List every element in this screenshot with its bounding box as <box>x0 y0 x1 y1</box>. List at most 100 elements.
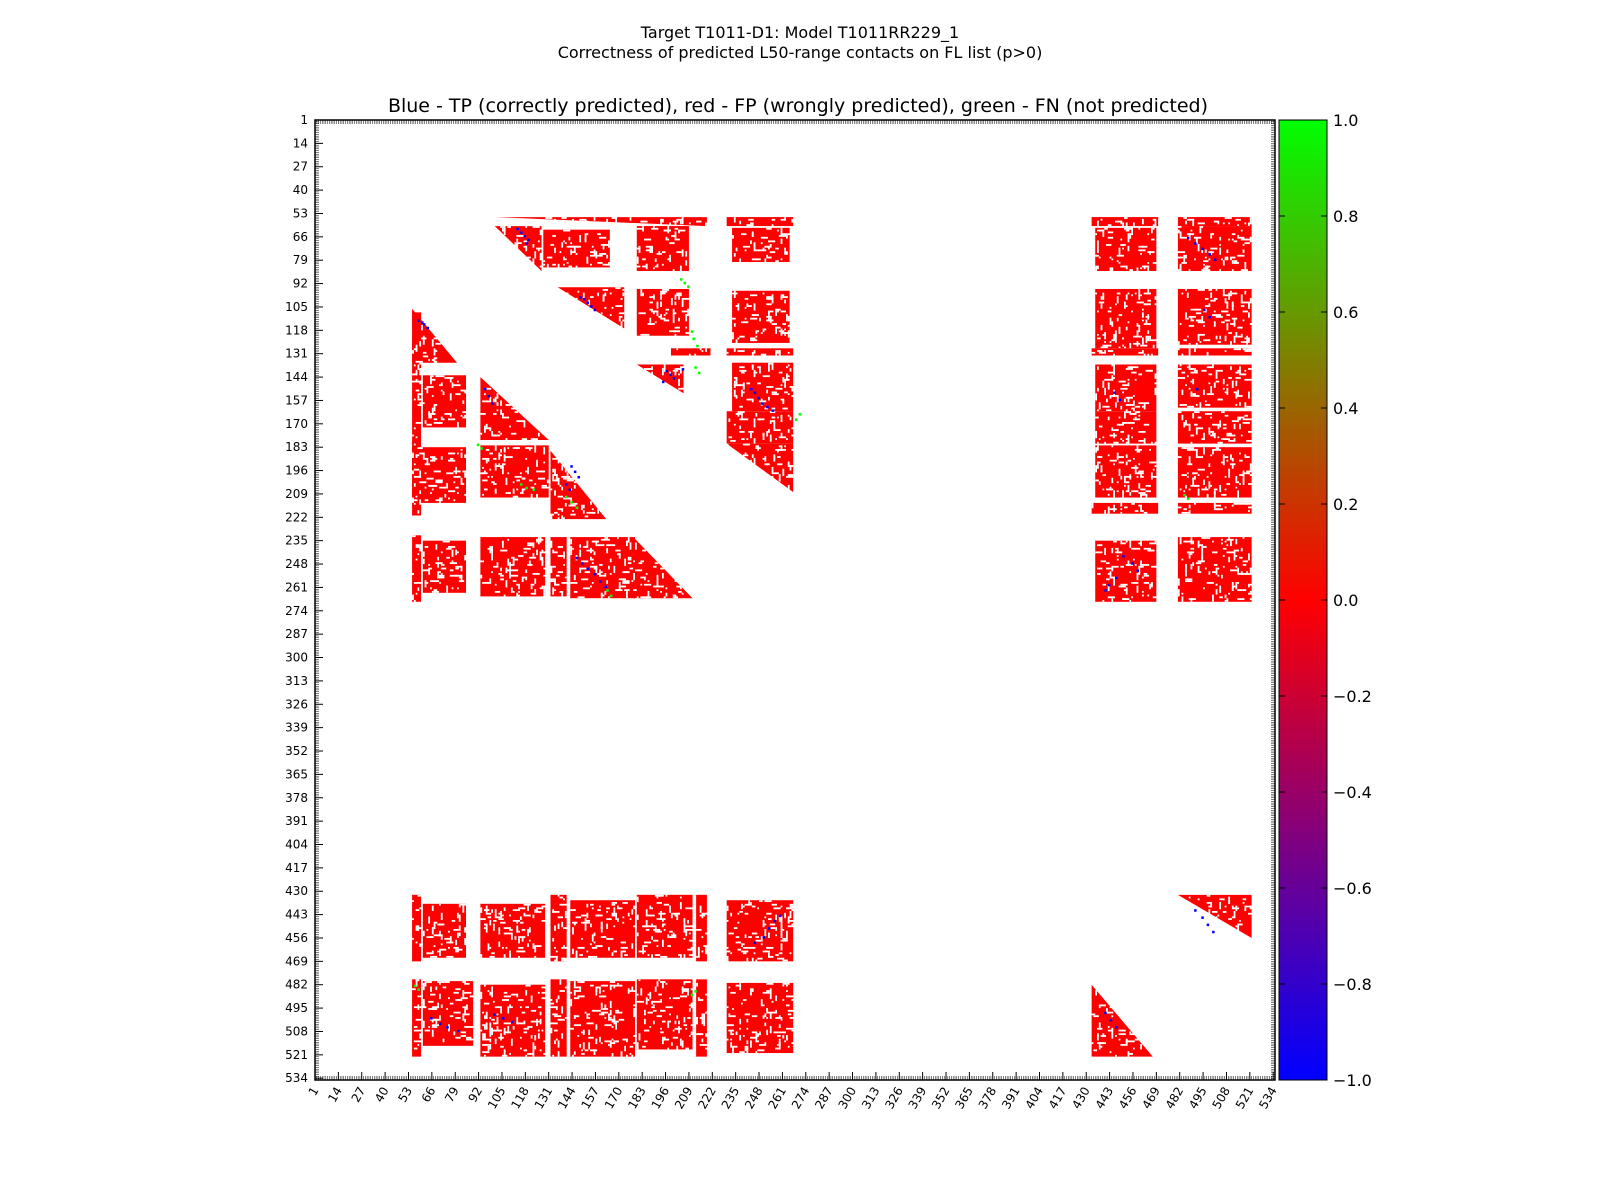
fp-gap <box>643 941 652 944</box>
fp-gap <box>732 317 736 320</box>
fp-gap <box>705 932 711 935</box>
fp-gap <box>455 567 459 570</box>
fp-gap <box>1213 448 1222 451</box>
fp-gap <box>1235 925 1238 928</box>
fp-gap <box>482 472 488 475</box>
fp-gap <box>561 582 569 584</box>
fp-gap <box>751 905 756 908</box>
fp-gap <box>1221 411 1225 414</box>
fp-gap <box>440 416 443 421</box>
fp-gap <box>777 957 785 960</box>
fp-gap <box>769 420 772 424</box>
fp-block <box>636 226 689 272</box>
fp-gap <box>532 226 540 228</box>
fp-gap <box>1201 438 1204 440</box>
fp-gap <box>1125 1040 1133 1043</box>
fp-gap <box>640 220 648 223</box>
fp-gap <box>618 585 627 588</box>
fp-gap <box>595 955 598 962</box>
fp-gap <box>1104 332 1107 340</box>
fp-gap <box>1206 351 1209 356</box>
fp-gap <box>768 1011 776 1014</box>
fp-gap <box>782 984 785 987</box>
fp-gap <box>563 240 565 243</box>
fp-gap <box>784 1040 787 1043</box>
fp-gap <box>732 332 734 340</box>
fp-gap <box>435 921 438 924</box>
fp-gap <box>674 1022 677 1025</box>
fp-gap <box>775 308 781 311</box>
fp-gap <box>1120 540 1123 543</box>
fp-gap <box>1136 267 1139 272</box>
fp-gap <box>1109 576 1117 579</box>
fp-gap <box>600 244 609 246</box>
fp-gap <box>1095 292 1098 295</box>
fp-gap <box>505 404 511 406</box>
fp-gap <box>705 945 707 953</box>
fp-gap <box>500 567 502 572</box>
fp-gap <box>789 903 794 906</box>
fp-gap <box>1188 598 1196 600</box>
fp-gap <box>510 432 517 435</box>
fp-gap <box>617 907 623 910</box>
fp-gap <box>413 483 416 487</box>
tp-contact <box>672 377 676 380</box>
fp-gap <box>595 914 600 917</box>
fp-gap <box>617 918 619 922</box>
fp-gap <box>552 1054 555 1057</box>
fp-gap <box>539 1011 542 1016</box>
fp-gap <box>730 952 733 955</box>
fp-gap <box>1244 414 1249 417</box>
fp-gap <box>1181 353 1184 358</box>
fp-gap <box>453 481 456 484</box>
fp-gap <box>573 591 578 593</box>
fp-gap <box>1111 377 1114 381</box>
fp-gap <box>737 350 745 352</box>
tp-contact <box>760 402 764 405</box>
fp-gap <box>552 549 555 552</box>
fp-gap <box>784 380 787 388</box>
fp-gap <box>444 981 450 983</box>
fp-gap <box>413 463 416 466</box>
fp-gap <box>1190 538 1193 545</box>
fp-gap <box>1138 373 1142 376</box>
fp-gap <box>525 1054 528 1063</box>
fp-gap <box>577 981 580 983</box>
fp-gap <box>503 594 506 602</box>
fp-gap <box>782 982 790 985</box>
fp-gap <box>597 909 601 912</box>
fp-gap <box>1150 441 1153 444</box>
fp-gap <box>741 943 745 946</box>
fp-gap <box>1097 456 1101 458</box>
fp-gap <box>1186 551 1195 554</box>
fp-gap <box>1188 364 1191 369</box>
fp-gap <box>503 932 511 935</box>
fp-gap <box>608 1017 612 1019</box>
fp-gap <box>595 251 598 254</box>
fp-gap <box>483 1015 486 1018</box>
fp-gap <box>688 954 693 956</box>
fp-gap <box>602 574 607 577</box>
fp-gap <box>1138 288 1141 293</box>
fp-gap <box>1226 256 1229 261</box>
fp-gap <box>492 1000 495 1003</box>
fp-gap <box>557 508 564 511</box>
fp-gap <box>1134 416 1137 419</box>
fp-gap <box>699 905 702 913</box>
fp-gap <box>1140 474 1142 478</box>
fp-gap <box>769 991 772 1000</box>
fp-block <box>557 287 625 329</box>
fp-gap <box>645 245 652 248</box>
fp-gap <box>1195 427 1204 430</box>
fp-gap <box>741 950 749 953</box>
fp-gap <box>1244 369 1247 372</box>
fp-gap <box>536 907 544 910</box>
fp-gap <box>509 950 511 953</box>
fp-block <box>550 450 607 520</box>
fp-gap <box>791 1042 795 1045</box>
fp-gap <box>419 452 425 455</box>
fp-gap <box>1125 229 1130 232</box>
fp-gap <box>1248 312 1250 318</box>
fp-gap <box>769 244 772 248</box>
fn-contact <box>609 594 613 598</box>
